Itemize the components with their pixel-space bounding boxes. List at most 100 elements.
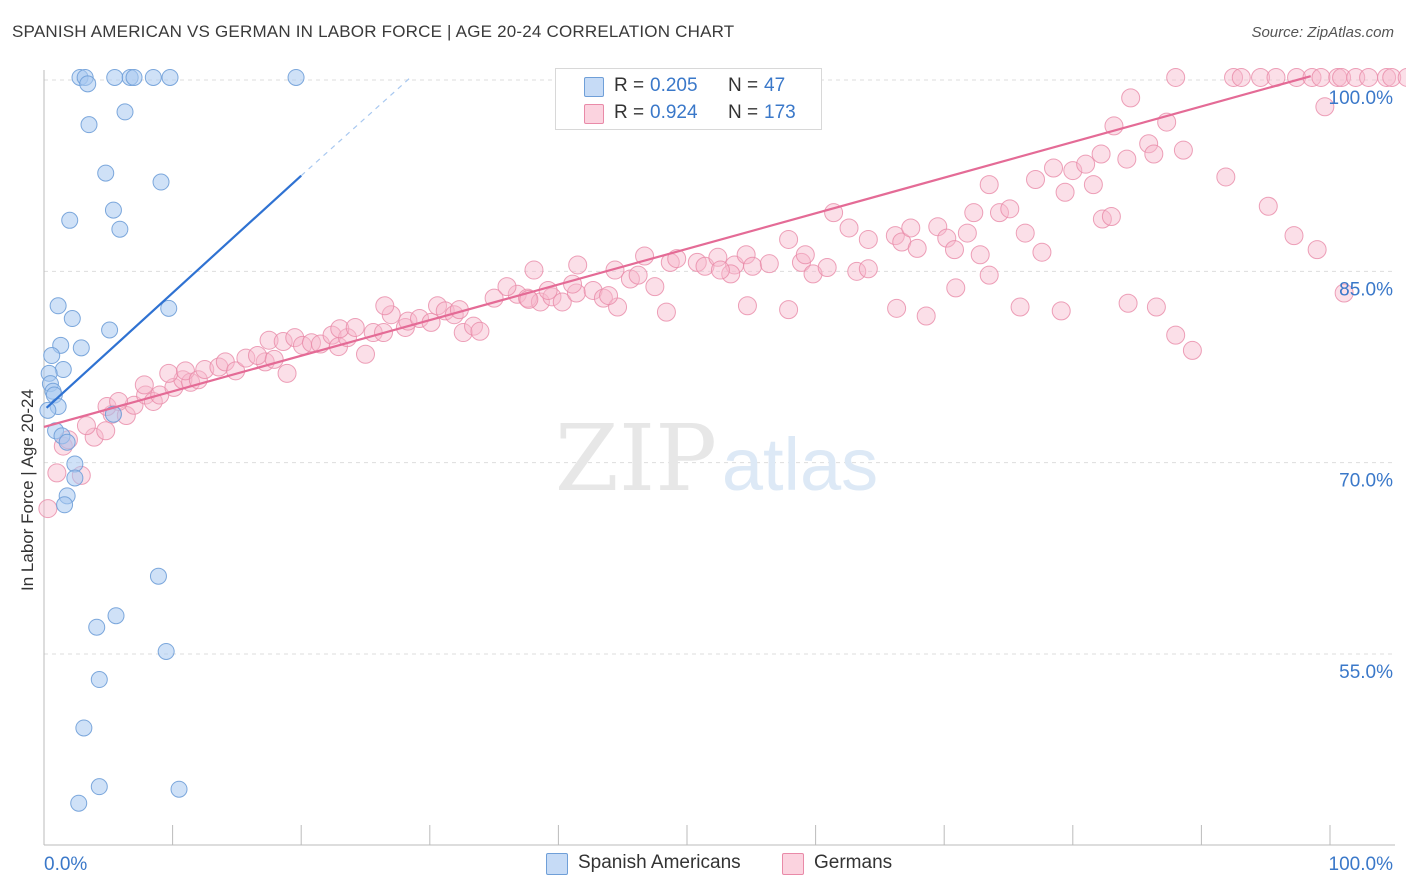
data-point-spanish-americans [170,780,188,798]
data-point-germans [743,256,763,276]
data-point-germans [410,309,430,329]
data-point-germans [134,375,154,395]
data-point-germans [1121,88,1141,108]
data-point-germans [1117,149,1137,169]
y-axis-label: In Labor Force | Age 20-24 [18,389,37,591]
data-point-germans [330,319,350,339]
data-point-germans [759,254,779,274]
data-point-spanish-americans [116,103,134,121]
data-point-germans [538,280,558,300]
data-point-germans [1118,293,1138,313]
data-point-germans [847,261,867,281]
data-point-germans [195,360,215,380]
data-point-germans [721,264,741,284]
chart-title: SPANISH AMERICAN VS GERMAN IN LABOR FORC… [12,22,735,41]
x-tick-label: 0.0% [44,854,87,875]
data-point-spanish-americans [104,201,122,219]
data-point-germans [593,288,613,308]
data-point-germans [1224,67,1244,87]
data-point-spanish-americans [107,607,125,625]
tick-labels: 100.0% 85.0% 70.0% 55.0% 0.0% 100.0% [44,88,1393,875]
data-point-spanish-americans [88,618,106,636]
data-point-germans [599,286,619,306]
data-point-germans [858,259,878,279]
trend-line-extension [300,77,411,177]
bottom-legend-label: Spanish Americans [578,852,741,873]
data-point-germans [96,421,116,441]
bottom-legend-swatch-blue [546,853,568,875]
legend-n-label: N = [728,102,759,123]
data-point-spanish-americans [56,496,74,514]
data-point-germans [887,298,907,318]
data-point-germans [970,245,990,265]
data-point-germans [1173,140,1193,160]
data-point-germans [645,277,665,297]
data-point-germans [817,258,837,278]
data-point-germans [1146,297,1166,317]
legend-n-value: 173 [764,102,796,123]
data-point-germans [979,265,999,285]
data-point-germans [1044,158,1064,178]
y-tick-label: 70.0% [1339,471,1393,492]
data-point-germans [1332,67,1352,87]
y-tick-label: 55.0% [1339,662,1393,683]
data-point-germans [530,292,550,312]
data-point-germans [1359,67,1379,87]
data-point-spanish-americans [90,671,108,689]
data-point-germans [1397,68,1406,87]
data-point-spanish-americans [287,68,305,86]
data-point-germans [1015,223,1035,243]
data-point-spanish-americans [157,642,175,660]
data-point-germans [656,302,676,322]
data-point-germans [322,325,342,345]
data-point-germans [568,255,588,275]
data-point-germans [779,300,799,320]
data-point-germans [76,416,96,436]
data-point-germans [946,278,966,298]
data-point-spanish-americans [152,173,170,191]
data-point-germans [453,323,473,343]
data-point-germans [605,260,625,280]
data-point-germans [159,363,179,383]
data-point-germans [1010,297,1030,317]
legend-r-label: R = [614,102,645,123]
data-point-germans [497,277,517,297]
data-point-germans [839,218,859,238]
bottom-legend: Spanish Americans Germans [0,852,1406,878]
data-point-germans [1076,154,1096,174]
data-point-spanish-americans [101,321,119,339]
data-point-germans [583,280,603,300]
data-point-germans [1032,242,1052,262]
legend-r-value: 0.205 [650,75,698,96]
data-point-germans [1315,97,1335,117]
data-point-germans [916,306,936,326]
data-point-germans [236,348,256,368]
legend-n-label: N = [728,75,759,96]
data-point-germans [1182,340,1202,360]
data-point-germans [795,245,815,265]
series-spanish-americans [39,68,305,812]
data-point-germans [1166,325,1186,345]
legend-swatch-pink [584,104,604,124]
bottom-legend-label: Germans [814,852,893,873]
trend-lines [43,75,1312,429]
data-point-spanish-americans [106,68,124,86]
data-point-germans [944,240,964,260]
data-point-spanish-americans [54,361,72,379]
data-point-germans [1026,169,1046,189]
data-point-germans [907,238,927,258]
data-point-germans [1091,144,1111,164]
source-label: Source: ZipAtlas.com [1251,24,1394,41]
data-point-spanish-americans [97,164,115,182]
data-point-germans [710,260,730,280]
data-point-germans [259,330,279,350]
axes [43,70,1395,846]
data-point-germans [937,228,957,248]
legend-row-germans: R = 0.924 N = 173 [556,101,821,127]
data-point-spanish-americans [72,339,90,357]
data-point-germans [1083,175,1103,195]
data-point-germans [628,265,648,285]
data-point-germans [470,321,490,341]
data-point-germans [779,229,799,249]
data-point-spanish-americans [149,567,167,585]
